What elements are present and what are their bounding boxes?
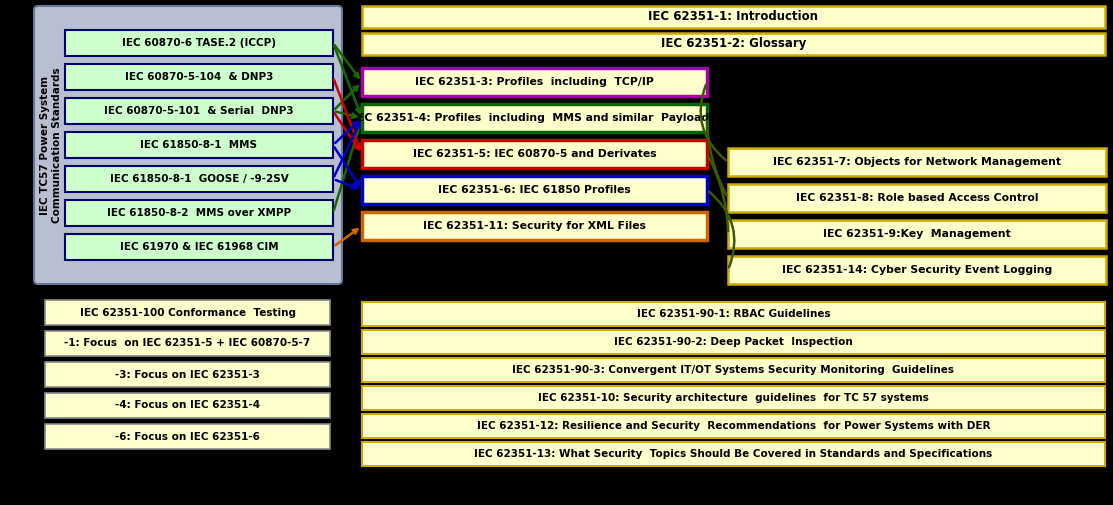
Text: IEC TC57 Power System
Communication Standards: IEC TC57 Power System Communication Stan… xyxy=(40,67,62,223)
Text: IEC 62351-8: Role based Access Control: IEC 62351-8: Role based Access Control xyxy=(796,193,1038,203)
FancyBboxPatch shape xyxy=(362,414,1105,438)
FancyBboxPatch shape xyxy=(362,104,707,132)
Text: IEC 62351-9:Key  Management: IEC 62351-9:Key Management xyxy=(824,229,1011,239)
FancyBboxPatch shape xyxy=(45,362,329,387)
Text: IEC 61850-8-2  MMS over XMPP: IEC 61850-8-2 MMS over XMPP xyxy=(107,208,292,218)
Text: IEC 62351-12: Resilience and Security  Recommendations  for Power Systems with D: IEC 62351-12: Resilience and Security Re… xyxy=(476,421,991,431)
Text: IEC 62351-5: IEC 60870-5 and Derivates: IEC 62351-5: IEC 60870-5 and Derivates xyxy=(413,149,657,159)
FancyBboxPatch shape xyxy=(65,30,333,56)
Text: IEC 62351-90-1: RBAC Guidelines: IEC 62351-90-1: RBAC Guidelines xyxy=(637,309,830,319)
Text: IEC 62351-14: Cyber Security Event Logging: IEC 62351-14: Cyber Security Event Loggi… xyxy=(781,265,1052,275)
Text: IEC 62351-13: What Security  Topics Should Be Covered in Standards and Specifica: IEC 62351-13: What Security Topics Shoul… xyxy=(474,449,993,459)
Text: IEC 62351-1: Introduction: IEC 62351-1: Introduction xyxy=(649,11,818,24)
FancyBboxPatch shape xyxy=(362,442,1105,466)
FancyBboxPatch shape xyxy=(362,140,707,168)
Text: IEC 61850-8-1  MMS: IEC 61850-8-1 MMS xyxy=(140,140,257,150)
FancyBboxPatch shape xyxy=(728,256,1106,284)
Text: -1: Focus  on IEC 62351-5 + IEC 60870-5-7: -1: Focus on IEC 62351-5 + IEC 60870-5-7 xyxy=(65,338,311,348)
Text: -6: Focus on IEC 62351-6: -6: Focus on IEC 62351-6 xyxy=(115,431,260,441)
FancyBboxPatch shape xyxy=(65,234,333,260)
FancyBboxPatch shape xyxy=(45,331,329,356)
FancyBboxPatch shape xyxy=(45,393,329,418)
Text: IEC 62351-90-2: Deep Packet  Inspection: IEC 62351-90-2: Deep Packet Inspection xyxy=(614,337,853,347)
FancyBboxPatch shape xyxy=(362,68,707,96)
Text: IEC 60870-6 TASE.2 (ICCP): IEC 60870-6 TASE.2 (ICCP) xyxy=(122,38,276,48)
FancyBboxPatch shape xyxy=(362,302,1105,326)
Text: IEC 62351-90-3: Convergent IT/OT Systems Security Monitoring  Guidelines: IEC 62351-90-3: Convergent IT/OT Systems… xyxy=(512,365,955,375)
Text: IEC 62351-4: Profiles  including  MMS and similar  Payloads: IEC 62351-4: Profiles including MMS and … xyxy=(353,113,716,123)
Text: IEC 62351-6: IEC 61850 Profiles: IEC 62351-6: IEC 61850 Profiles xyxy=(439,185,631,195)
FancyBboxPatch shape xyxy=(35,6,342,284)
Text: IEC 62351-7: Objects for Network Management: IEC 62351-7: Objects for Network Managem… xyxy=(774,157,1061,167)
Text: IEC 60870-5-101  & Serial  DNP3: IEC 60870-5-101 & Serial DNP3 xyxy=(105,106,294,116)
Text: IEC 62351-100 Conformance  Testing: IEC 62351-100 Conformance Testing xyxy=(79,308,295,318)
FancyBboxPatch shape xyxy=(728,148,1106,176)
FancyBboxPatch shape xyxy=(65,132,333,158)
FancyBboxPatch shape xyxy=(728,220,1106,248)
FancyBboxPatch shape xyxy=(362,358,1105,382)
Text: IEC 61850-8-1  GOOSE / -9-2SV: IEC 61850-8-1 GOOSE / -9-2SV xyxy=(109,174,288,184)
FancyBboxPatch shape xyxy=(362,6,1105,28)
FancyBboxPatch shape xyxy=(362,330,1105,354)
Text: IEC 62351-10: Security architecture  guidelines  for TC 57 systems: IEC 62351-10: Security architecture guid… xyxy=(538,393,929,403)
FancyBboxPatch shape xyxy=(65,200,333,226)
FancyBboxPatch shape xyxy=(362,386,1105,410)
Text: -3: Focus on IEC 62351-3: -3: Focus on IEC 62351-3 xyxy=(115,370,260,379)
Text: IEC 62351-11: Security for XML Files: IEC 62351-11: Security for XML Files xyxy=(423,221,646,231)
FancyBboxPatch shape xyxy=(45,300,329,325)
FancyBboxPatch shape xyxy=(362,176,707,204)
FancyBboxPatch shape xyxy=(362,33,1105,55)
FancyBboxPatch shape xyxy=(65,98,333,124)
Text: IEC 62351-3: Profiles  including  TCP/IP: IEC 62351-3: Profiles including TCP/IP xyxy=(415,77,654,87)
Text: IEC 60870-5-104  & DNP3: IEC 60870-5-104 & DNP3 xyxy=(125,72,273,82)
Text: IEC 62351-2: Glossary: IEC 62351-2: Glossary xyxy=(661,37,806,50)
Text: IEC 61970 & IEC 61968 CIM: IEC 61970 & IEC 61968 CIM xyxy=(120,242,278,252)
Text: -4: Focus on IEC 62351-4: -4: Focus on IEC 62351-4 xyxy=(115,400,260,411)
FancyBboxPatch shape xyxy=(65,166,333,192)
FancyBboxPatch shape xyxy=(45,424,329,449)
FancyBboxPatch shape xyxy=(728,184,1106,212)
FancyBboxPatch shape xyxy=(65,64,333,90)
FancyBboxPatch shape xyxy=(362,212,707,240)
